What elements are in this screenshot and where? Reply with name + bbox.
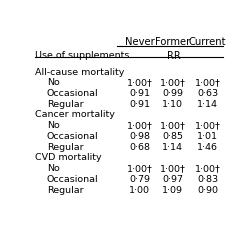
Text: 1·00†: 1·00† [160, 78, 186, 87]
Text: CVD mortality: CVD mortality [35, 153, 102, 162]
Text: No: No [47, 121, 60, 130]
Text: Regular: Regular [47, 100, 84, 109]
Text: Occasional: Occasional [47, 175, 98, 184]
Text: 1·00: 1·00 [129, 186, 150, 195]
Text: 1·10: 1·10 [162, 100, 183, 109]
Text: Regular: Regular [47, 143, 84, 152]
Text: Regular: Regular [47, 186, 84, 195]
Text: Former: Former [155, 37, 190, 47]
Text: 0·99: 0·99 [162, 89, 183, 98]
Text: 1·00†: 1·00† [194, 164, 220, 173]
Text: 0·79: 0·79 [129, 175, 150, 184]
Text: 0·90: 0·90 [197, 186, 218, 195]
Text: 0·91: 0·91 [129, 89, 150, 98]
Text: Cancer mortality: Cancer mortality [35, 110, 115, 119]
Text: 1·00†: 1·00† [160, 164, 186, 173]
Text: No: No [47, 164, 60, 173]
Text: No: No [47, 78, 60, 87]
Text: Occasional: Occasional [47, 89, 98, 98]
Text: 0·63: 0·63 [197, 89, 218, 98]
Text: 1·00†: 1·00† [194, 121, 220, 130]
Text: 1·01: 1·01 [197, 132, 218, 141]
Text: 1·14: 1·14 [197, 100, 218, 109]
Text: All-cause mortality: All-cause mortality [35, 68, 124, 77]
Text: 1·00†: 1·00† [127, 164, 153, 173]
Text: 0·85: 0·85 [162, 132, 183, 141]
Text: Use of supplements: Use of supplements [35, 51, 130, 60]
Text: RR: RR [167, 51, 180, 61]
Text: 1·46: 1·46 [197, 143, 218, 152]
Text: 0·68: 0·68 [129, 143, 150, 152]
Text: 1·09: 1·09 [162, 186, 183, 195]
Text: 1·14: 1·14 [162, 143, 183, 152]
Text: 1·00†: 1·00† [160, 121, 186, 130]
Text: Occasional: Occasional [47, 132, 98, 141]
Text: 0·98: 0·98 [129, 132, 150, 141]
Text: Never: Never [125, 37, 154, 47]
Text: 0·91: 0·91 [129, 100, 150, 109]
Text: Current: Current [189, 37, 226, 47]
Text: 0·97: 0·97 [162, 175, 183, 184]
Text: 1·00†: 1·00† [127, 121, 153, 130]
Text: 0·83: 0·83 [197, 175, 218, 184]
Text: 1·00†: 1·00† [194, 78, 220, 87]
Text: 1·00†: 1·00† [127, 78, 153, 87]
